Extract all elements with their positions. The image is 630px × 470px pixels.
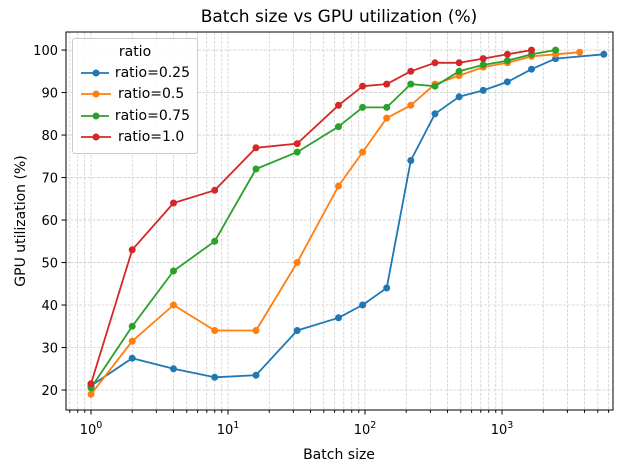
legend-item-ratio-1.0: ratio=1.0: [80, 127, 190, 149]
legend-label-ratio-0.5: ratio=0.5: [118, 86, 185, 103]
x-tick-labels: 100 101 102 103: [80, 420, 514, 438]
legend-title: ratio: [118, 44, 152, 60]
x-axis-label: Batch size: [303, 447, 375, 463]
svg-text:50: 50: [41, 256, 58, 271]
svg-text:20: 20: [41, 384, 58, 399]
legend-item-ratio-0.75: ratio=0.75: [80, 105, 190, 127]
axis-ticks: [61, 49, 610, 415]
svg-text:90: 90: [41, 86, 58, 101]
svg-text:100: 100: [80, 420, 103, 438]
legend-item-ratio-0.25: ratio=0.25: [80, 62, 190, 84]
svg-text:102: 102: [354, 420, 377, 438]
svg-text:101: 101: [217, 420, 240, 438]
legend-marker-ratio-0.75: [81, 112, 109, 120]
plot-border: [65, 31, 614, 411]
legend-marker-ratio-1.0: [81, 133, 111, 141]
grid: [66, 32, 613, 410]
series-ratio-0.75-markers: [87, 46, 560, 392]
svg-text:103: 103: [491, 420, 514, 438]
legend-label-ratio-1.0: ratio=1.0: [118, 129, 185, 146]
svg-text:40: 40: [41, 299, 58, 314]
legend: ratio ratio=0.25 ratio=0.5 ratio=0.75 ratio…: [72, 38, 198, 154]
svg-text:30: 30: [41, 341, 58, 356]
svg-text:70: 70: [41, 171, 58, 186]
series-ratio-0.75-line: [90, 49, 556, 389]
svg-text:100: 100: [33, 44, 58, 59]
legend-item-ratio-0.5: ratio=0.5: [80, 84, 190, 106]
legend-marker-ratio-0.5: [81, 90, 111, 98]
svg-text:80: 80: [41, 129, 58, 144]
chart-title: Batch size vs GPU utilization (%): [200, 7, 478, 27]
y-tick-labels: 20 30 40 50 60 70 80 90 100: [33, 44, 58, 399]
svg-text:60: 60: [41, 214, 58, 229]
legend-label-ratio-0.25: ratio=0.25: [114, 64, 190, 81]
y-axis-label: GPU utilization (%): [13, 155, 29, 287]
legend-marker-ratio-0.25: [81, 69, 109, 77]
series-ratio-0.25-markers: [87, 50, 608, 390]
legend-label-ratio-0.75: ratio=0.75: [114, 107, 190, 124]
series-ratio-1.0-markers: [87, 46, 535, 388]
legend-items: ratio=0.25 ratio=0.5 ratio=0.75 ratio=1.0: [80, 62, 190, 148]
